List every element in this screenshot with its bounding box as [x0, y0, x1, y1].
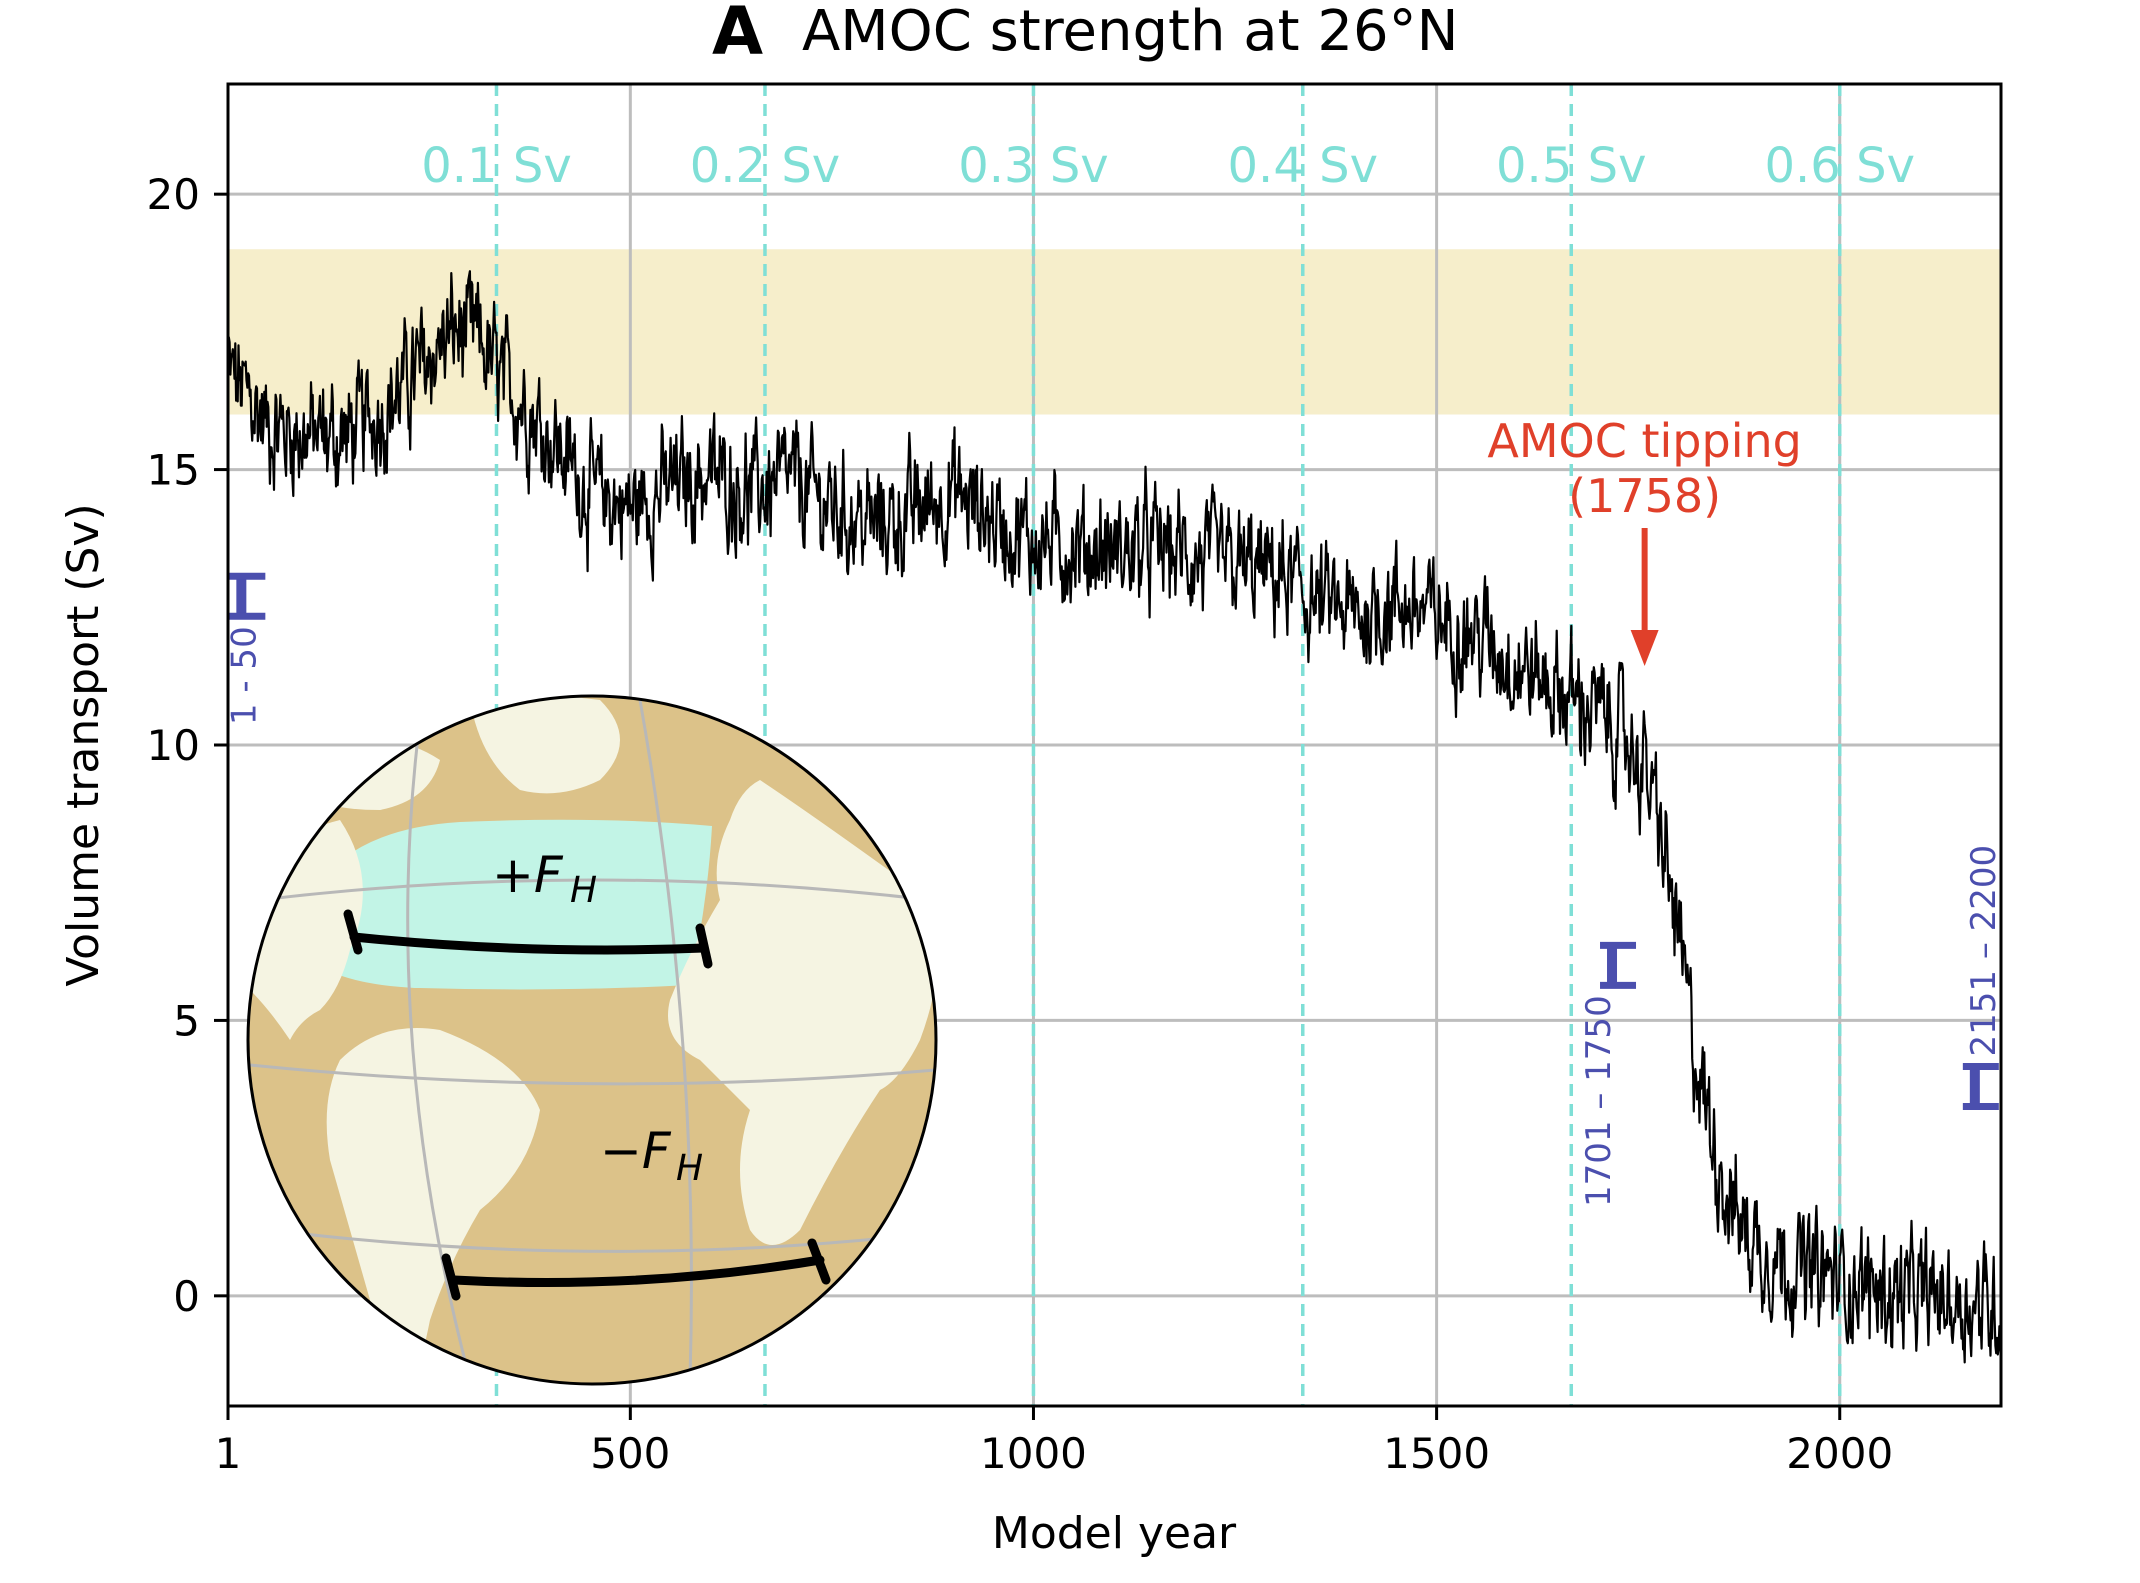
x-tick-label: 2000 — [1786, 1429, 1893, 1478]
y-axis-label: Volume transport (Sv) — [58, 503, 109, 986]
tipping-arrow-head — [1630, 630, 1659, 666]
section-bar-south — [449, 1255, 825, 1287]
period-marker-1 — [229, 572, 266, 620]
amoc-series-line — [226, 270, 2003, 1364]
y-tick-label: 15 — [147, 446, 200, 495]
section-bar-north — [349, 932, 709, 955]
x-axis-label: Model year — [992, 1508, 1237, 1559]
tipping-annotation: AMOC tipping(1758) — [1487, 414, 1802, 666]
period-label-2: 1701 – 1750 — [1579, 995, 1619, 1207]
sv-label-6: 0.6 Sv — [1765, 138, 1915, 194]
plus-fh-label: +F — [492, 846, 564, 904]
sv-label-3: 0.3 Sv — [958, 138, 1108, 194]
y-tick-label: 5 — [173, 996, 200, 1045]
x-tick-label: 1 — [215, 1429, 242, 1478]
sv-label-1: 0.1 Sv — [421, 138, 571, 194]
y-tick-label: 20 — [147, 170, 200, 219]
y-tick-label: 10 — [147, 721, 200, 770]
series-layer — [226, 270, 2003, 1364]
sv-label-2: 0.2 Sv — [690, 138, 840, 194]
europe-africa-land — [668, 780, 936, 1245]
panel-letter: A — [712, 0, 763, 70]
globe-inset: +F H −F H — [246, 694, 938, 1386]
x-tick-label: 1000 — [980, 1429, 1087, 1478]
period-marker-2 — [1600, 941, 1637, 989]
tipping-year-label: (1758) — [1568, 469, 1721, 523]
period-label-3: 2151 – 2200 — [1964, 845, 2004, 1057]
y-tick-label: 0 — [173, 1272, 200, 1321]
period-label-1: 1 - 50 — [224, 626, 264, 725]
greenland-land — [470, 696, 620, 794]
x-tick-label: 1500 — [1383, 1429, 1490, 1478]
averaging-periods: 1 - 50 1701 – 1750 2151 – 2200 — [224, 572, 2004, 1207]
chart-title: AMOC strength at 26°N — [802, 0, 1459, 64]
tipping-label: AMOC tipping — [1487, 414, 1801, 468]
minus-fh-subscript: H — [676, 1148, 703, 1189]
minus-fh-label: −F — [600, 1122, 672, 1180]
sv-label-5: 0.5 Sv — [1496, 138, 1646, 194]
plus-fh-subscript: H — [570, 870, 597, 911]
period-marker-3 — [1962, 1063, 1999, 1111]
x-tick-label: 500 — [590, 1429, 670, 1478]
sv-label-4: 0.4 Sv — [1228, 138, 1378, 194]
